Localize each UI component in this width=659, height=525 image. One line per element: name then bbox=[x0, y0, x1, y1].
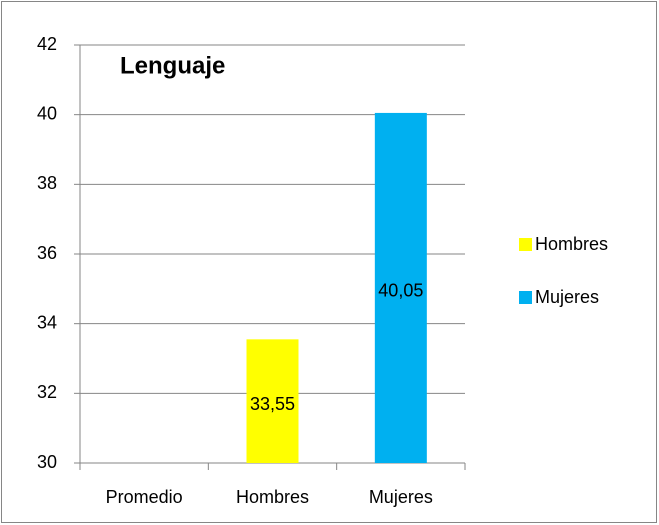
y-tick-label: 36 bbox=[37, 243, 57, 263]
data-label: 33,55 bbox=[250, 394, 295, 414]
y-tick-label: 32 bbox=[37, 382, 57, 402]
x-tick-label: Promedio bbox=[106, 487, 183, 507]
data-label: 40,05 bbox=[378, 281, 423, 301]
legend-label: Mujeres bbox=[535, 287, 599, 307]
x-tick-label: Hombres bbox=[236, 487, 309, 507]
y-tick-label: 42 bbox=[37, 34, 57, 54]
y-tick-label: 30 bbox=[37, 452, 57, 472]
y-tick-label: 34 bbox=[37, 312, 57, 332]
y-tick-label: 38 bbox=[37, 173, 57, 193]
x-tick-label: Mujeres bbox=[369, 487, 433, 507]
bar bbox=[246, 339, 299, 463]
chart-title: Lenguaje bbox=[120, 52, 225, 79]
legend-label: Hombres bbox=[535, 234, 608, 254]
legend-swatch bbox=[519, 291, 532, 304]
legend-swatch bbox=[519, 238, 532, 251]
bar bbox=[374, 112, 427, 464]
y-tick-label: 40 bbox=[37, 103, 57, 123]
